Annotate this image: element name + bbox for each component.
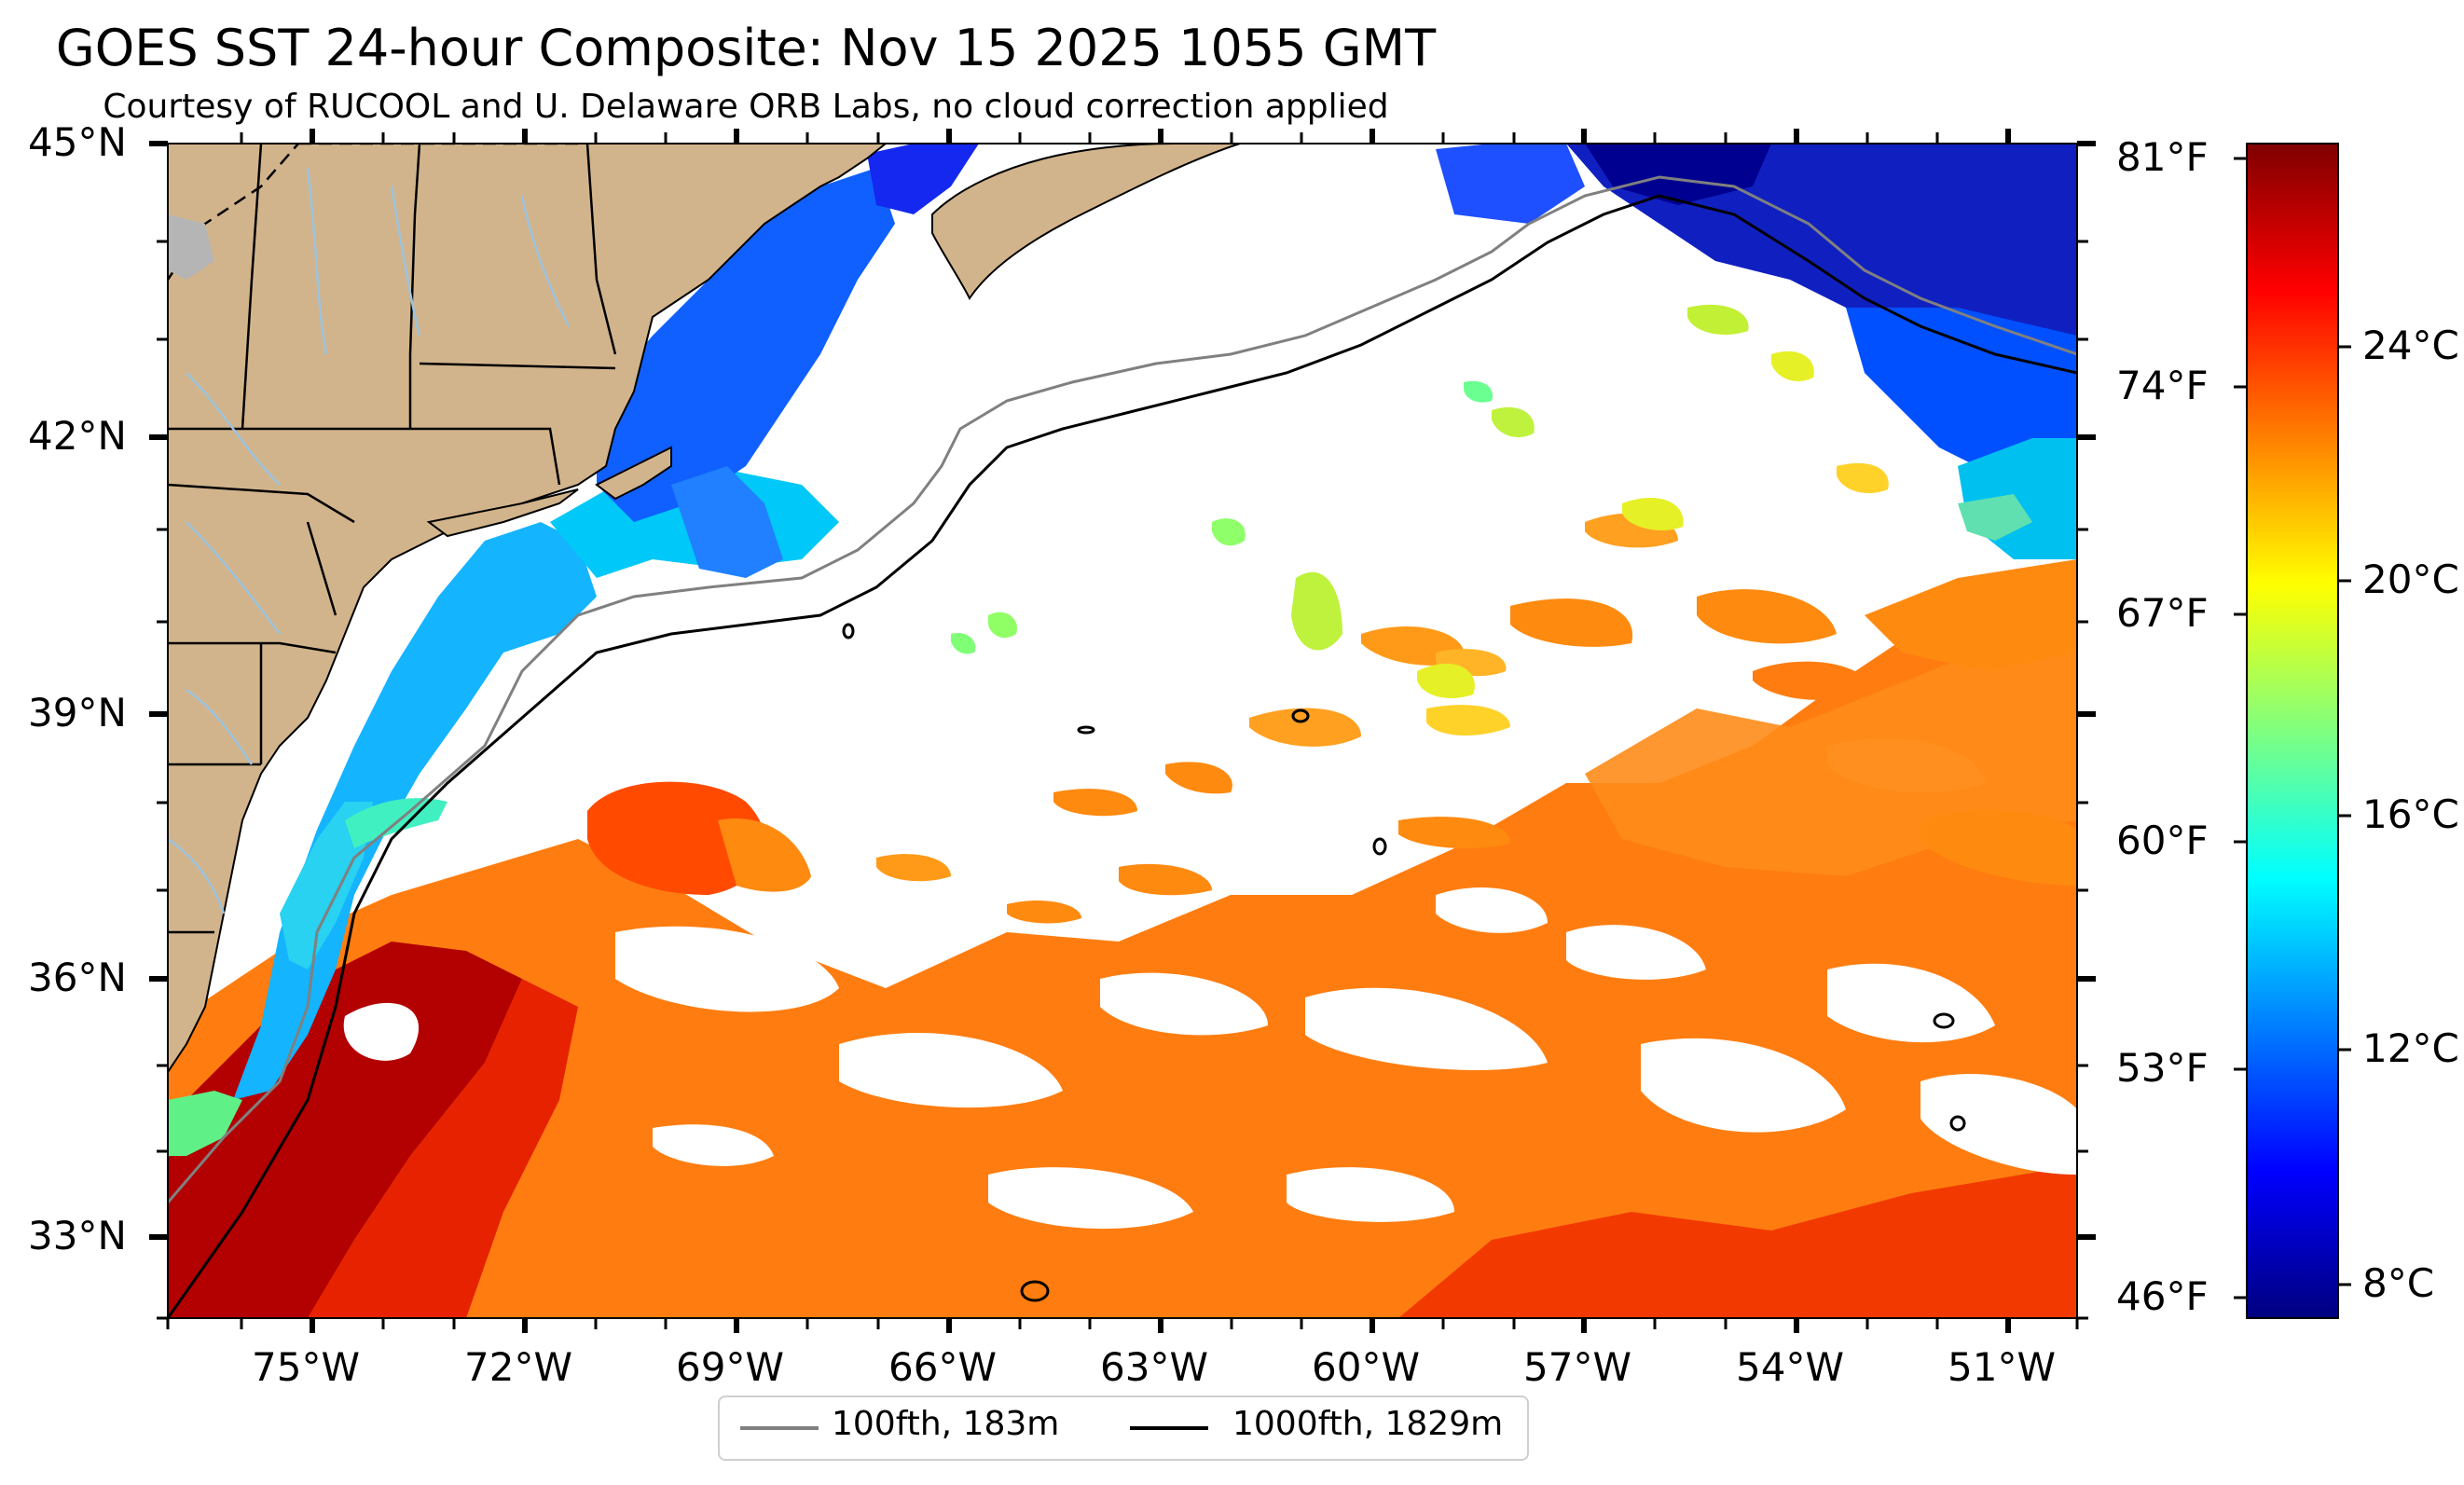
celsius-label-16: 16°C <box>2362 791 2459 837</box>
lat-label-36: 36°N <box>28 955 127 1000</box>
nova-scotia-blue <box>867 144 979 214</box>
map-subtitle: Courtesy of RUCOOL and U. Delaware ORB L… <box>103 88 1389 126</box>
colorbar <box>2246 143 2339 1319</box>
fahrenheit-label-46: 46°F <box>2116 1273 2209 1319</box>
gulf-of-maine-blue <box>597 168 895 522</box>
cape-cod <box>595 446 672 501</box>
map-field <box>168 144 2077 1318</box>
lon-label-51: 51°W <box>1948 1344 2056 1390</box>
shelf-cyan <box>233 522 597 1100</box>
southern-red-band <box>1398 1165 2077 1318</box>
northeast-mid-blue <box>1846 308 2077 485</box>
gulf-of-maine-blue-2 <box>671 466 783 578</box>
warm-sst-region <box>168 559 2077 1318</box>
warm-sst-band-2 <box>1585 606 2077 876</box>
legend-label-1000fth: 1000fth, 1829m <box>1232 1405 1504 1443</box>
lon-label-57: 57°W <box>1523 1344 1631 1390</box>
celsius-label-12: 12°C <box>2362 1025 2459 1071</box>
fahrenheit-label-67: 67°F <box>2116 590 2209 636</box>
colorbar-ticks <box>2234 157 2351 1299</box>
legend-label-100fth: 100fth, 183m <box>832 1405 1060 1443</box>
map-frame <box>167 143 2078 1319</box>
celsius-label-8: 8°C <box>2362 1260 2435 1306</box>
eddy-warm-tail <box>718 818 811 892</box>
lon-label-60: 60°W <box>1312 1344 1420 1390</box>
isobath-100fth <box>168 175 2077 1203</box>
lon-label-66: 66°W <box>888 1344 997 1390</box>
mid-sst-patches <box>951 304 1889 736</box>
isobath-legend: 100fth, 183m 1000fth, 1829m <box>718 1396 1529 1461</box>
major-ticks <box>149 129 2096 1333</box>
map-title: GOES SST 24-hour Composite: Nov 15 2025 … <box>55 19 1437 77</box>
rivers <box>168 167 571 914</box>
northeast-light <box>1958 494 2032 541</box>
scattered-warm-patches <box>876 513 2077 924</box>
northeast-orange <box>1865 559 2077 671</box>
isobath-1000fth <box>168 194 2077 1318</box>
nova-scotia-land <box>931 144 1241 300</box>
northeast-navy <box>1585 144 1771 205</box>
legend-swatch-1000fth <box>1130 1426 1208 1430</box>
eddy-warm <box>587 781 765 895</box>
fahrenheit-label-60: 60°F <box>2116 818 2209 863</box>
gulf-stream-edge <box>308 979 578 1318</box>
state-borders <box>168 144 617 934</box>
gulf-stream-core <box>168 942 522 1318</box>
lat-label-39: 39°N <box>28 690 127 736</box>
coastal-green <box>168 1091 242 1156</box>
long-island <box>426 488 579 538</box>
shelf-cyan-2 <box>280 802 373 969</box>
lon-label-72: 72°W <box>464 1344 572 1390</box>
seamount-contours <box>842 623 1966 1302</box>
lat-label-42: 42°N <box>28 413 127 459</box>
lake-region <box>168 214 214 280</box>
fahrenheit-label-81: 81°F <box>2116 134 2209 180</box>
lon-label-63: 63°W <box>1100 1344 1208 1390</box>
celsius-label-24: 24°C <box>2362 323 2459 368</box>
nova-scotia-blue-2 <box>1436 144 1585 224</box>
lon-label-75: 75°W <box>252 1344 360 1390</box>
fahrenheit-label-74: 74°F <box>2116 363 2209 408</box>
celsius-label-20: 20°C <box>2362 557 2459 602</box>
lat-label-45: 45°N <box>28 119 127 165</box>
lon-label-54: 54°W <box>1736 1344 1844 1390</box>
lat-label-33: 33°N <box>28 1213 127 1258</box>
legend-swatch-100fth <box>740 1426 819 1430</box>
minor-ticks <box>157 132 2088 1329</box>
lon-label-69: 69°W <box>676 1344 784 1390</box>
fahrenheit-label-53: 53°F <box>2116 1045 2209 1091</box>
